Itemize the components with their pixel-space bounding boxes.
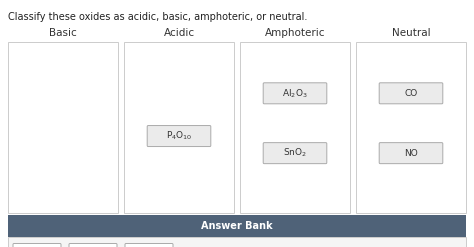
Text: Al$_2$O$_3$: Al$_2$O$_3$ [282,87,308,100]
FancyBboxPatch shape [379,83,443,104]
Text: Answer Bank: Answer Bank [201,221,273,231]
Text: Amphoteric: Amphoteric [265,28,325,38]
FancyBboxPatch shape [124,42,234,213]
Text: NO: NO [404,149,418,158]
FancyBboxPatch shape [8,215,466,237]
Text: CO: CO [404,89,418,98]
FancyBboxPatch shape [263,143,327,164]
FancyBboxPatch shape [69,244,117,247]
Text: Basic: Basic [49,28,77,38]
FancyBboxPatch shape [125,244,173,247]
Text: Classify these oxides as acidic, basic, amphoteric, or neutral.: Classify these oxides as acidic, basic, … [8,12,307,22]
FancyBboxPatch shape [13,244,61,247]
FancyBboxPatch shape [379,143,443,164]
FancyBboxPatch shape [147,125,211,146]
Text: Acidic: Acidic [164,28,194,38]
FancyBboxPatch shape [240,42,350,213]
FancyBboxPatch shape [356,42,466,213]
FancyBboxPatch shape [263,83,327,104]
Text: Neutral: Neutral [392,28,430,38]
FancyBboxPatch shape [8,42,118,213]
Text: SnO$_2$: SnO$_2$ [283,147,307,159]
Text: P$_4$O$_{10}$: P$_4$O$_{10}$ [166,130,192,142]
FancyBboxPatch shape [8,237,466,247]
